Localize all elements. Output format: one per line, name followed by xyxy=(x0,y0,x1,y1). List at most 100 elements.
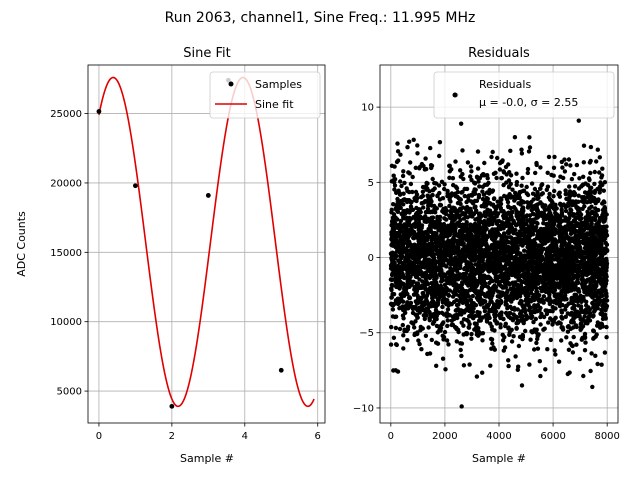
residual-point xyxy=(519,151,525,156)
residual-point xyxy=(506,185,512,190)
residual-point xyxy=(581,239,587,244)
residual-point xyxy=(559,314,564,320)
residual-point xyxy=(519,314,525,320)
residual-point xyxy=(469,233,474,238)
residual-point xyxy=(594,299,600,304)
residual-point xyxy=(563,208,569,214)
residual-point xyxy=(462,193,467,199)
residual-point xyxy=(395,296,401,301)
residual-point xyxy=(451,282,456,288)
residual-point xyxy=(526,241,531,247)
residual-point xyxy=(426,325,431,330)
residual-point xyxy=(493,170,498,175)
residual-point xyxy=(581,227,587,233)
residual-point xyxy=(398,152,403,157)
residual-point xyxy=(536,195,541,200)
residual-point xyxy=(409,320,414,325)
residual-point xyxy=(498,196,504,201)
residual-point xyxy=(445,188,450,194)
residual-point xyxy=(468,306,473,311)
residual-point xyxy=(448,199,453,204)
residual-point xyxy=(488,321,493,326)
residual-point xyxy=(480,315,486,320)
sine-fit-title: Sine Fit xyxy=(183,46,230,61)
residual-point xyxy=(554,245,559,251)
residual-point xyxy=(551,290,556,295)
residual-point xyxy=(391,252,396,258)
residual-point xyxy=(486,222,492,227)
residual-point xyxy=(599,242,604,247)
residual-point xyxy=(494,234,499,239)
residual-point xyxy=(401,232,406,237)
residual-point xyxy=(602,180,608,185)
residual-point xyxy=(517,273,523,279)
residual-point xyxy=(538,238,544,244)
residual-point xyxy=(469,211,475,216)
residual-point xyxy=(531,297,537,303)
residual-point xyxy=(483,237,489,242)
residual-point xyxy=(530,191,536,196)
residual-point xyxy=(460,148,465,153)
residual-point xyxy=(507,271,513,277)
residual-point xyxy=(596,247,602,253)
residual-point xyxy=(577,270,582,275)
residual-point xyxy=(527,362,532,367)
residual-point xyxy=(417,277,422,282)
residual-point xyxy=(559,210,565,215)
residual-point xyxy=(442,329,448,335)
residual-point xyxy=(443,206,448,211)
residual-point xyxy=(465,236,471,242)
residual-point xyxy=(390,307,396,312)
residual-point xyxy=(418,324,423,330)
residual-point xyxy=(499,313,504,318)
residual-point xyxy=(585,226,591,231)
residual-point xyxy=(405,208,410,213)
residual-point xyxy=(425,281,431,287)
residual-point xyxy=(541,217,547,222)
residual-point xyxy=(442,182,447,187)
residual-point xyxy=(584,310,589,315)
residual-point xyxy=(581,200,586,205)
residual-point xyxy=(496,275,501,280)
residual-point xyxy=(598,294,604,299)
residual-point xyxy=(432,277,438,282)
residual-point xyxy=(589,219,594,224)
residual-point xyxy=(450,241,455,246)
residual-point xyxy=(490,227,495,232)
residual-point xyxy=(397,326,403,332)
residual-point xyxy=(473,262,478,267)
residual-point xyxy=(528,283,533,288)
residual-point xyxy=(501,170,507,175)
residual-point xyxy=(443,233,448,238)
residual-point xyxy=(478,240,483,245)
residual-point xyxy=(581,373,586,379)
residual-point xyxy=(457,197,463,202)
residual-point xyxy=(430,176,435,182)
residual-point xyxy=(535,336,540,342)
residual-point xyxy=(462,265,468,271)
residual-point xyxy=(454,186,460,191)
sine-fit-axes-frame xyxy=(87,64,326,424)
residual-point xyxy=(417,164,423,170)
residual-point xyxy=(436,298,441,303)
residual-point xyxy=(561,226,566,231)
residual-point xyxy=(559,310,565,315)
residual-point xyxy=(573,199,579,204)
residual-point xyxy=(513,354,518,359)
sine-fit-xtick-label: 4 xyxy=(242,431,248,442)
residual-point xyxy=(447,163,452,168)
residual-point xyxy=(547,191,552,197)
residual-point xyxy=(576,298,581,303)
residual-point xyxy=(548,248,554,253)
residual-point xyxy=(489,213,494,218)
residual-point xyxy=(458,341,463,346)
residual-point xyxy=(448,257,454,262)
residual-point xyxy=(469,267,474,272)
residual-point xyxy=(395,209,401,214)
residual-point xyxy=(604,291,609,296)
residual-point xyxy=(501,291,507,297)
residual-point xyxy=(440,356,446,361)
residual-point xyxy=(431,319,437,324)
residual-point xyxy=(521,221,526,226)
